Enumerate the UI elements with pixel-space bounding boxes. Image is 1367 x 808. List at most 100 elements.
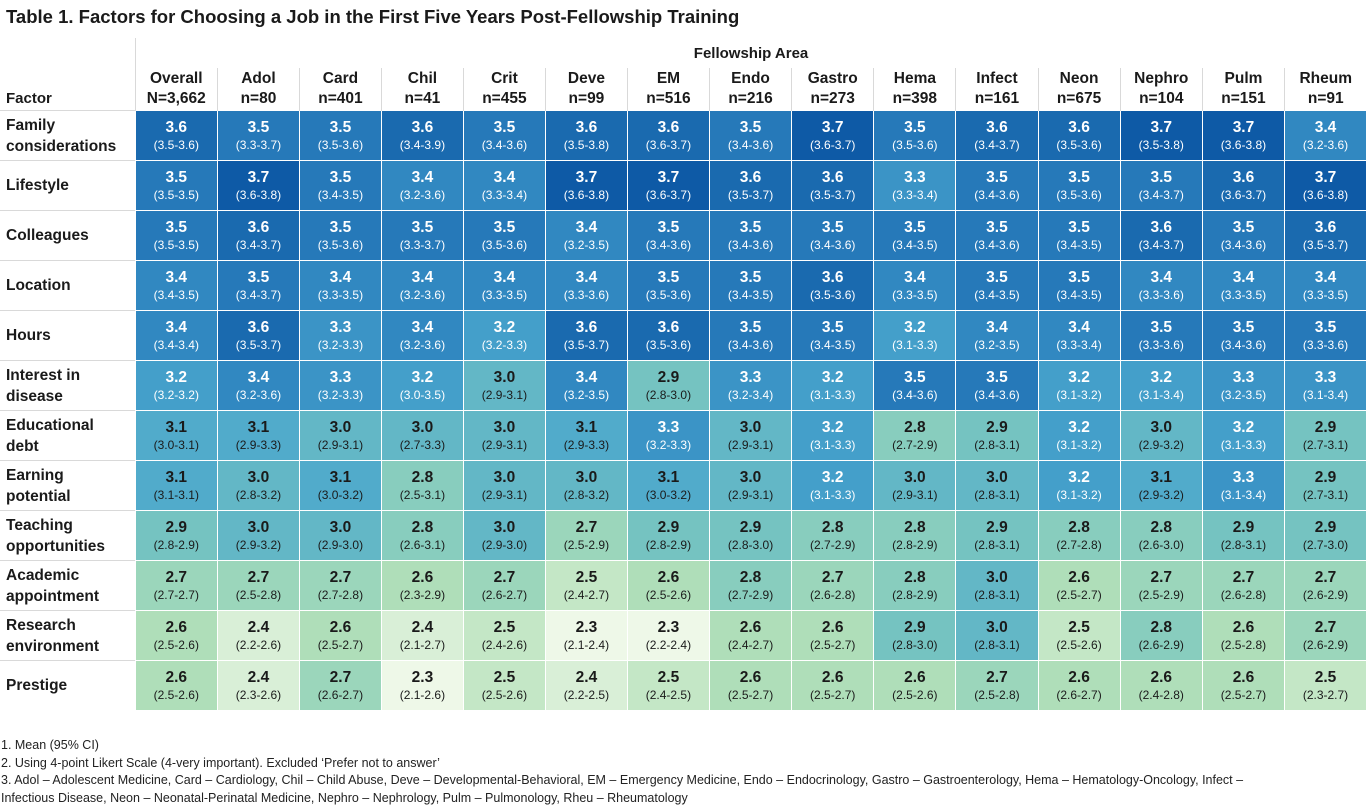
heatmap-cell: 3.2 (3.1-3.2) <box>1037 460 1121 511</box>
heatmap-cell: 3.5 (3.5-3.6) <box>626 260 710 311</box>
cell-ci: (2.3-2.7) <box>1302 687 1349 702</box>
cell-mean: 3.0 <box>986 568 1008 586</box>
heatmap-cell: 2.9 (2.7-3.1) <box>1284 460 1367 511</box>
cell-ci: (3.2-3.5) <box>1220 387 1267 402</box>
cell-ci: (3.5-3.6) <box>1056 137 1102 152</box>
cell-mean: 3.4 <box>165 268 188 286</box>
cell-ci: (2.7-2.9) <box>810 537 856 552</box>
heatmap-cell: 2.9 (2.8-3.1) <box>1201 510 1286 561</box>
cell-ci: (3.6-3.8) <box>1220 137 1267 152</box>
column-count: N=3,662 <box>146 90 206 107</box>
heatmap-cell: 3.0 (2.9-3.2) <box>1119 410 1203 461</box>
heatmap-cell: 3.2 (3.1-3.3) <box>791 360 875 411</box>
cell-mean: 2.8 <box>821 518 844 536</box>
cell-ci: (3.4-3.7) <box>1138 187 1184 202</box>
heatmap-cell: 3.5 (3.5-3.6) <box>298 110 382 161</box>
cell-mean: 3.5 <box>329 218 352 236</box>
heatmap-cell: 2.5 (2.5-2.6) <box>1037 610 1121 661</box>
heatmap-cell: 3.5 (3.4-3.6) <box>955 160 1039 211</box>
cell-ci: (2.8-3.2) <box>563 487 610 502</box>
heatmap-cell: 2.7 (2.6-2.8) <box>791 560 875 611</box>
cell-ci: (2.5-2.9) <box>563 537 610 552</box>
factor-label-line: Teaching <box>6 516 73 534</box>
cell-ci: (2.5-2.6) <box>481 687 528 702</box>
heatmap-cell: 3.6 (3.4-3.9) <box>380 110 464 161</box>
cell-mean: 3.2 <box>165 368 188 386</box>
factor-label-line: environment <box>6 637 100 655</box>
cell-ci: (3.5-3.6) <box>810 287 856 302</box>
cell-ci: (2.8-3.0) <box>727 537 774 552</box>
heatmap-cell: 3.0 (2.9-3.0) <box>462 510 546 561</box>
heatmap-cell: 3.3 (3.1-3.4) <box>1284 360 1367 411</box>
cell-ci: (3.1-3.2) <box>1056 437 1102 452</box>
cell-mean: 3.5 <box>411 218 434 236</box>
cell-mean: 3.5 <box>821 218 844 236</box>
cell-mean: 3.0 <box>493 368 516 386</box>
heatmap-cell: 3.5 (3.5-3.6) <box>462 210 546 261</box>
cell-mean: 3.4 <box>575 268 598 286</box>
cell-ci: (2.1-2.7) <box>399 637 446 652</box>
factor-label-line: Research <box>6 616 76 634</box>
cell-mean: 3.5 <box>493 118 516 136</box>
cell-ci: (2.7-3.0) <box>1302 537 1349 552</box>
heatmap-cell: 2.6 (2.5-2.8) <box>1201 610 1286 661</box>
cell-ci: (3.0-3.2) <box>645 487 692 502</box>
cell-mean: 3.1 <box>329 468 352 486</box>
cell-ci: (3.3-3.5) <box>317 287 364 302</box>
table-row: Interest in disease 3.2 (3.2-3.2) 3.4 (3.2-3.… <box>0 360 1367 411</box>
cell-mean: 3.2 <box>493 318 516 336</box>
heatmap-cell: 2.9 (2.8-2.9) <box>626 510 710 561</box>
heatmap-cell: 2.6 (2.5-2.6) <box>134 610 219 661</box>
heatmap-cell: 3.4 (3.3-3.5) <box>298 260 382 311</box>
cell-mean: 3.0 <box>247 468 270 486</box>
heatmap-cell: 3.7 (3.6-3.7) <box>791 110 875 161</box>
cell-mean: 3.5 <box>657 218 680 236</box>
cell-mean: 2.3 <box>575 618 598 636</box>
column-count: n=516 <box>646 90 691 107</box>
cell-ci: (2.1-2.4) <box>563 637 610 652</box>
heatmap-cell: 3.3 (3.1-3.4) <box>1201 460 1286 511</box>
heatmap-cell: 3.6 (3.4-3.7) <box>955 110 1039 161</box>
cell-ci: (2.3-2.9) <box>399 587 446 602</box>
cell-mean: 3.4 <box>493 168 516 186</box>
heatmap-cell: 3.5 (3.4-3.6) <box>955 360 1039 411</box>
cell-ci: (3.6-3.8) <box>1302 187 1349 202</box>
cell-mean: 3.5 <box>1150 318 1173 336</box>
cell-mean: 3.3 <box>657 418 680 436</box>
cell-ci: (2.2-2.6) <box>235 637 282 652</box>
cell-ci: (3.2-3.3) <box>481 337 528 352</box>
cell-ci: (3.5-3.7) <box>810 187 856 202</box>
heatmap-cell: 3.5 (3.3-3.7) <box>217 110 300 161</box>
heatmap-cell: 2.6 (2.5-2.6) <box>134 660 219 711</box>
column-count: n=273 <box>810 90 855 107</box>
cell-ci: (3.3-3.7) <box>399 237 446 252</box>
cell-mean: 3.2 <box>904 318 926 336</box>
cell-mean: 3.0 <box>1150 418 1173 436</box>
cell-mean: 3.5 <box>1232 218 1255 236</box>
cell-ci: (2.5-2.6) <box>153 637 199 652</box>
cell-ci: (2.7-3.1) <box>1302 487 1349 502</box>
heatmap-cell: 2.7 (2.6-2.7) <box>462 560 546 611</box>
cell-ci: (2.9-3.1) <box>317 437 364 452</box>
cell-ci: (3.3-3.4) <box>481 187 528 202</box>
cell-ci: (2.9-3.1) <box>892 487 938 502</box>
cell-ci: (3.5-3.8) <box>1138 137 1184 152</box>
cell-ci: (2.4-2.7) <box>563 587 610 602</box>
heatmap-cell: 2.9 (2.8-3.1) <box>955 510 1039 561</box>
cell-ci: (2.1-2.6) <box>399 687 446 702</box>
factor-label-line: Hours <box>6 327 51 344</box>
heatmap-cell: 3.4 (3.2-3.6) <box>380 260 464 311</box>
table-row: Hours 3.4 (3.4-3.4) 3.6 (3.5-3.7) 3.3 (3.2-3.3… <box>0 310 1367 361</box>
cell-ci: (3.4-3.6) <box>892 387 938 402</box>
cell-mean: 2.6 <box>165 618 188 636</box>
cell-mean: 2.4 <box>247 668 270 686</box>
cell-mean: 2.9 <box>739 518 762 536</box>
cell-ci: (3.4-3.6) <box>974 237 1020 252</box>
cell-mean: 2.4 <box>575 668 598 686</box>
cell-mean: 3.2 <box>1150 368 1173 386</box>
heatmap-cell: 2.5 (2.4-2.5) <box>626 660 710 711</box>
cell-ci: (3.4-3.5) <box>892 237 938 252</box>
factor-label: Hours <box>0 310 136 361</box>
cell-ci: (3.5-3.7) <box>235 337 282 352</box>
cell-ci: (2.3-2.6) <box>235 687 282 702</box>
